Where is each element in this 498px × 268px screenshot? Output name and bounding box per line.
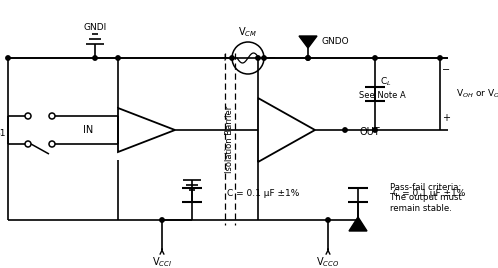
Text: −: −: [268, 53, 276, 63]
Text: −: −: [442, 65, 450, 75]
Circle shape: [262, 56, 266, 60]
Circle shape: [256, 56, 260, 60]
Text: +: +: [442, 113, 450, 123]
Text: V$_{CCI}$: V$_{CCI}$: [152, 255, 172, 268]
Polygon shape: [299, 36, 317, 48]
Text: V$_{OH}$ or V$_{OL}$: V$_{OH}$ or V$_{OL}$: [456, 88, 498, 100]
Circle shape: [93, 56, 97, 60]
Circle shape: [373, 56, 377, 60]
Polygon shape: [349, 217, 367, 231]
Text: IN: IN: [83, 125, 93, 135]
Circle shape: [343, 128, 347, 132]
Circle shape: [230, 56, 234, 60]
Circle shape: [6, 56, 10, 60]
Text: +: +: [220, 53, 228, 63]
Text: GNDO: GNDO: [321, 38, 349, 47]
Text: C = 0.1 μF ±1%: C = 0.1 μF ±1%: [393, 188, 465, 198]
Text: V$_{CCO}$: V$_{CCO}$: [316, 255, 340, 268]
Text: C = 0.1 μF ±1%: C = 0.1 μF ±1%: [227, 188, 299, 198]
Text: S1: S1: [0, 129, 6, 139]
Text: GNDI: GNDI: [83, 23, 107, 32]
Circle shape: [306, 56, 310, 60]
Text: Pass-fail criteria:
The output must
remain stable.: Pass-fail criteria: The output must rema…: [390, 183, 462, 213]
Text: See Note A: See Note A: [359, 91, 406, 100]
Circle shape: [116, 56, 120, 60]
Circle shape: [373, 128, 377, 132]
Circle shape: [326, 218, 330, 222]
Circle shape: [306, 56, 310, 60]
Text: C$_{L}$: C$_{L}$: [380, 76, 391, 88]
Text: OUT: OUT: [359, 127, 379, 137]
Text: V$_{CM}$: V$_{CM}$: [239, 25, 257, 39]
Circle shape: [160, 218, 164, 222]
Text: Isolation Barrier: Isolation Barrier: [226, 105, 235, 173]
Circle shape: [438, 56, 442, 60]
